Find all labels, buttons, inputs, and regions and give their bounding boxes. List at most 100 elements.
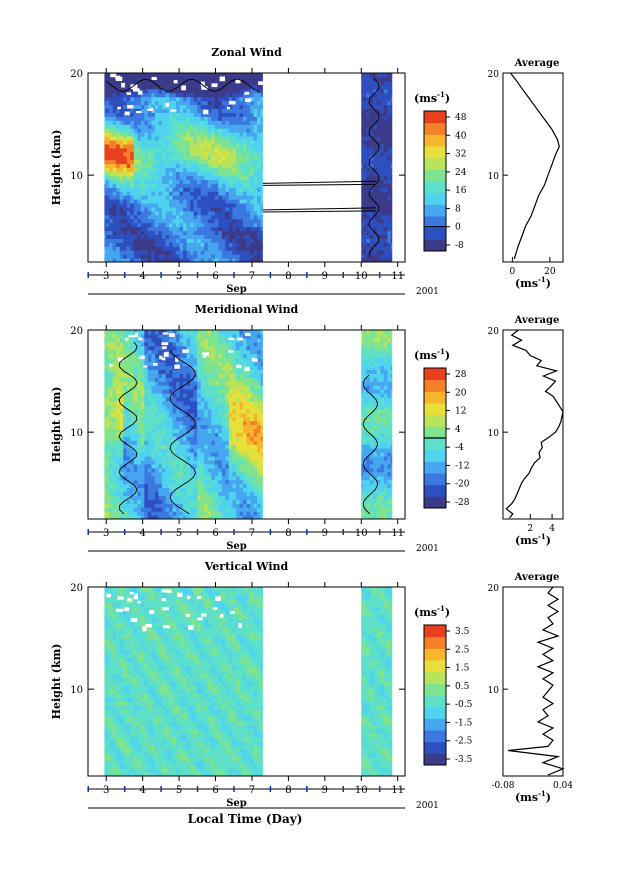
month-label: Sep <box>226 284 247 295</box>
zero-contour <box>105 77 380 257</box>
colorbar-tick-label: -0.5 <box>455 700 473 710</box>
average-unit: (ms-1) <box>515 532 551 547</box>
average-unit: (ms-1) <box>515 275 551 290</box>
x-tick-label: 11 <box>391 528 404 539</box>
colorbar-tick-label: 3.5 <box>455 627 470 637</box>
heatmap-field <box>104 587 393 776</box>
heatmap-field <box>104 330 393 519</box>
y-tick-label: 10 <box>70 685 83 696</box>
colorbar-tick-label: -1.5 <box>455 718 473 728</box>
x-tick-label: 9 <box>322 271 328 282</box>
y-tick-label: 10 <box>70 171 83 182</box>
colorbar-swatch <box>424 741 446 754</box>
y-axis-label: Height (km) <box>50 130 63 206</box>
colorbar-swatch <box>424 648 446 661</box>
average-y-tick-label: 10 <box>488 429 500 439</box>
colorbar-tick-label: -20 <box>455 480 470 490</box>
colorbar-swatch <box>424 204 446 217</box>
x-tick-label: 3 <box>103 785 109 796</box>
colorbar-swatch <box>424 403 446 416</box>
heatmap-field <box>104 73 393 262</box>
colorbar-swatch <box>424 227 446 240</box>
colorbar-swatch <box>424 730 446 743</box>
x-tick-label: 6 <box>212 785 218 796</box>
x-tick-label: 7 <box>249 271 255 282</box>
x-tick-label: 4 <box>139 785 145 796</box>
average-title: Average <box>514 572 560 583</box>
colorbar-swatch <box>424 181 446 194</box>
colorbar-tick-label: 4 <box>455 425 461 435</box>
average-frame <box>502 586 564 777</box>
colorbar-swatch <box>424 134 446 147</box>
average-frame <box>502 329 564 520</box>
panel-2: Vertical Wind 10 20 Height (km) 3 4 5 6 7 8 9 10 11 S… <box>50 560 573 811</box>
colorbar-tick-label: 20 <box>455 388 467 398</box>
average-y-tick-label: 10 <box>488 686 500 696</box>
panel-title: Zonal Wind <box>211 46 282 59</box>
x-tick-label: 6 <box>212 271 218 282</box>
average-title: Average <box>514 58 560 69</box>
colorbar-tick-label: 48 <box>455 113 467 123</box>
colorbar-swatch <box>424 695 446 708</box>
colorbar-swatch <box>424 706 446 719</box>
x-tick-label: 11 <box>391 785 404 796</box>
month-label: Sep <box>226 541 247 552</box>
colorbar-swatch <box>424 683 446 696</box>
colorbar-swatch <box>424 660 446 673</box>
year-label: 2001 <box>416 544 439 554</box>
y-axis-label: Height (km) <box>50 644 63 720</box>
colorbar-swatch <box>424 461 446 474</box>
colorbar-tick-label: 8 <box>455 204 461 214</box>
average-y-tick-label: 20 <box>488 584 500 594</box>
colorbar-swatch <box>424 192 446 205</box>
colorbar-swatch <box>424 122 446 135</box>
average-y-tick-label: 20 <box>488 70 500 80</box>
x-tick-label: 5 <box>176 785 182 796</box>
colorbar-tick-label: -12 <box>455 461 470 471</box>
average-profile-line <box>507 586 565 776</box>
colorbar-tick-label: 32 <box>455 150 466 160</box>
zero-contour <box>118 341 379 515</box>
x-tick-label: 8 <box>285 528 291 539</box>
x-tick-label: 9 <box>322 528 328 539</box>
colorbar-swatch <box>424 216 446 229</box>
x-tick-label: 10 <box>355 528 368 539</box>
x-tick-label: 6 <box>212 528 218 539</box>
colorbar-swatch <box>424 111 446 124</box>
colorbar-tick-label: 24 <box>455 168 467 178</box>
average-title: Average <box>514 315 560 326</box>
colorbar-tick-label: -8 <box>455 241 464 251</box>
gap-line <box>262 183 376 186</box>
panel-title: Vertical Wind <box>204 560 289 573</box>
gap-line <box>262 210 376 213</box>
panel-title: Meridional Wind <box>195 303 299 316</box>
x-tick-label: 4 <box>139 271 145 282</box>
colorbar-swatch <box>424 718 446 731</box>
colorbar-tick-label: 1.5 <box>455 664 470 674</box>
x-tick-label: 8 <box>285 271 291 282</box>
panels: Zonal Wind 10 20 Height (km) 3 4 5 6 7 8 9 10 11 Sep 2… <box>50 46 573 811</box>
colorbar-swatch <box>424 438 446 451</box>
colorbar-tick-label: 2.5 <box>455 645 470 655</box>
x-tick-label: 7 <box>249 785 255 796</box>
colorbar-unit: (ms-1) <box>414 90 450 105</box>
average-unit: (ms-1) <box>515 789 551 804</box>
panel-frame <box>87 329 406 520</box>
panel-frame <box>87 586 406 777</box>
colorbar-swatch <box>424 239 446 252</box>
colorbar-tick-label: -28 <box>455 498 470 508</box>
average-x-tick-label: 0 <box>510 267 516 277</box>
average-profile-line <box>505 329 564 519</box>
colorbar-swatch <box>424 449 446 462</box>
x-tick-label: 5 <box>176 528 182 539</box>
x-tick-label: 9 <box>322 785 328 796</box>
colorbar-tick-label: -2.5 <box>455 737 473 747</box>
colorbar-tick-label: -3.5 <box>455 755 473 765</box>
colorbar-swatch <box>424 157 446 170</box>
x-tick-label: 11 <box>391 271 404 282</box>
x-tick-label: 8 <box>285 785 291 796</box>
average-frame <box>502 72 564 263</box>
colorbar-tick-label: 28 <box>455 370 467 380</box>
colorbar-swatch <box>424 473 446 486</box>
average-y-tick-label: 10 <box>488 172 500 182</box>
